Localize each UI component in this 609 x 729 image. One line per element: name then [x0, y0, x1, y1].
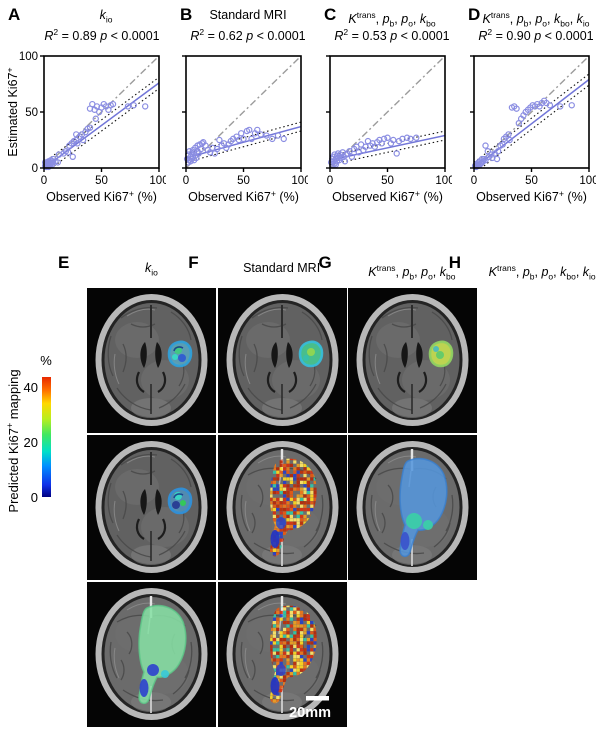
scale-bar	[305, 696, 329, 701]
svg-text:50: 50	[237, 175, 250, 187]
scatter-plot-D: 0 50 100 Observed Ki67+ (%)	[470, 55, 599, 204]
scatter-chart-C-wrap: 0 50 100 Observed Ki67+ (%)	[320, 51, 464, 211]
scatter-plot-B: 0 50 100 Observed Ki67+ (%)	[182, 55, 311, 204]
mri-image-E-bottom	[217, 435, 347, 580]
svg-text:100: 100	[435, 175, 452, 187]
scatter-plot-C: 0 50 100 Observed Ki67+ (%)	[326, 55, 455, 204]
colorbar-tick-20: 20	[23, 434, 38, 450]
colorbar-gradient	[42, 377, 51, 497]
mri-image-E-top	[87, 288, 216, 433]
svg-text:100: 100	[579, 175, 596, 187]
mri-image-F-top	[217, 288, 347, 433]
scatter-plot-A: 0 50 100 0 50 100 Observed Ki67+ (%) Estimated …	[5, 51, 169, 204]
panel-B: B Standard MRI R2 = 0.62 p < 0.0001 0 50 1…	[176, 6, 320, 211]
mri-title-H: Ktrans, pb, po, kbo, kio	[488, 263, 596, 282]
svg-text:50: 50	[95, 175, 108, 187]
scatter-chart-D-wrap: 0 50 100 Observed Ki67+ (%)	[464, 51, 608, 211]
svg-text:50: 50	[25, 107, 38, 119]
mri-header-E: E kio	[58, 253, 216, 288]
panel-D: D Ktrans, pb, po, kbo, kio R2 = 0.90 p <…	[464, 6, 608, 211]
colorbar-tick-40: 40	[23, 380, 38, 396]
panel-title-D: Ktrans, pb, po, kbo, kio	[482, 10, 590, 29]
scatter-panel-row: A kio R2 = 0.89 p < 0.0001 0 50 100 0 50 100 O…	[0, 0, 609, 211]
brain-mri-F-top	[217, 288, 347, 433]
brain-mri-H-bottom: 20mm	[217, 582, 347, 727]
svg-text:0: 0	[183, 175, 189, 187]
panel-title-B: Standard MRI	[209, 8, 287, 22]
panel-title-C: Ktrans, pb, po, kbo	[348, 10, 436, 29]
svg-text:0: 0	[41, 175, 47, 187]
panel-letter-F: F	[188, 253, 199, 272]
panel-letter-B: B	[180, 5, 193, 24]
brain-mri-G-top	[348, 288, 477, 433]
svg-text:100: 100	[291, 175, 308, 187]
mri-header-row: E kio F Standard MRI G Ktrans, pb, po, k…	[58, 253, 608, 288]
svg-text:0: 0	[471, 175, 477, 187]
mri-title-F: Standard MRI	[243, 261, 321, 275]
panel-letter-A: A	[8, 5, 21, 24]
scatter-chart-B-wrap: 0 50 100 Observed Ki67+ (%)	[176, 51, 320, 211]
mri-header-G: G Ktrans, pb, po, kbo	[319, 253, 477, 288]
svg-text:0: 0	[327, 175, 333, 187]
colorbar-tick-0: 0	[30, 489, 38, 505]
mri-grid: E kio F Standard MRI G Ktrans, pb, po, k…	[58, 253, 608, 729]
panel-letter-E: E	[58, 253, 70, 272]
brain-mri-H-top	[87, 435, 216, 580]
panel-letter-D: D	[468, 5, 481, 24]
brain-mri-G-bottom	[87, 582, 216, 727]
panel-title-A: kio	[99, 8, 113, 25]
panel-C: C Ktrans, pb, po, kbo R2 = 0.53 p < 0.00…	[320, 6, 464, 211]
panel-stats-B: R2 = 0.62 p < 0.0001	[190, 27, 306, 44]
scatter-chart-A-wrap: 0 50 100 0 50 100 Observed Ki67+ (%) Estimated …	[5, 51, 176, 211]
svg-text:Observed Ki67+ (%): Observed Ki67+ (%)	[332, 189, 443, 204]
scale-bar-label: 20mm	[289, 705, 331, 721]
panel-A: A kio R2 = 0.89 p < 0.0001 0 50 100 0 50 100 O…	[5, 5, 176, 211]
brain-mri-E-bottom	[217, 435, 347, 580]
mri-image-rows: 20mm	[87, 288, 608, 729]
panel-stats-D: R2 = 0.90 p < 0.0001	[478, 27, 594, 44]
colorbar-area: Predicted Ki67+ mapping % 40 20 0	[0, 253, 87, 729]
mri-header-H: H Ktrans, pb, po, kbo, kio	[449, 253, 607, 288]
svg-text:Estimated Ki67+: Estimated Ki67+	[8, 67, 20, 156]
mri-title-E: kio	[144, 261, 158, 278]
panel-letter-H: H	[448, 253, 462, 272]
svg-text:100: 100	[149, 175, 166, 187]
colorbar-unit-label: %	[40, 353, 52, 368]
mri-image-H-top	[87, 435, 216, 580]
svg-text:Observed Ki67+ (%): Observed Ki67+ (%)	[46, 189, 157, 204]
mri-image-H-bottom: 20mm	[217, 582, 347, 727]
mri-image-F-bottom	[348, 435, 477, 580]
svg-text:Observed Ki67+ (%): Observed Ki67+ (%)	[476, 189, 587, 204]
panel-letter-G: G	[318, 253, 332, 272]
mri-image-G-bottom	[87, 582, 216, 727]
panel-stats-C: R2 = 0.53 p < 0.0001	[334, 27, 450, 44]
mri-header-F: F Standard MRI	[188, 253, 346, 288]
mri-section: Predicted Ki67+ mapping % 40 20 0 E kio F …	[0, 253, 609, 729]
svg-text:0: 0	[32, 163, 38, 175]
panel-letter-C: C	[324, 5, 337, 24]
svg-text:50: 50	[381, 175, 394, 187]
mri-title-G: Ktrans, pb, po, kbo	[368, 263, 456, 282]
brain-mri-E-top	[87, 288, 216, 433]
brain-mri-F-bottom	[348, 435, 477, 580]
panel-stats-A: R2 = 0.89 p < 0.0001	[44, 27, 160, 44]
svg-text:100: 100	[19, 51, 38, 63]
svg-text:Observed Ki67+ (%): Observed Ki67+ (%)	[188, 189, 299, 204]
mri-image-G-top	[348, 288, 477, 433]
svg-text:50: 50	[525, 175, 538, 187]
